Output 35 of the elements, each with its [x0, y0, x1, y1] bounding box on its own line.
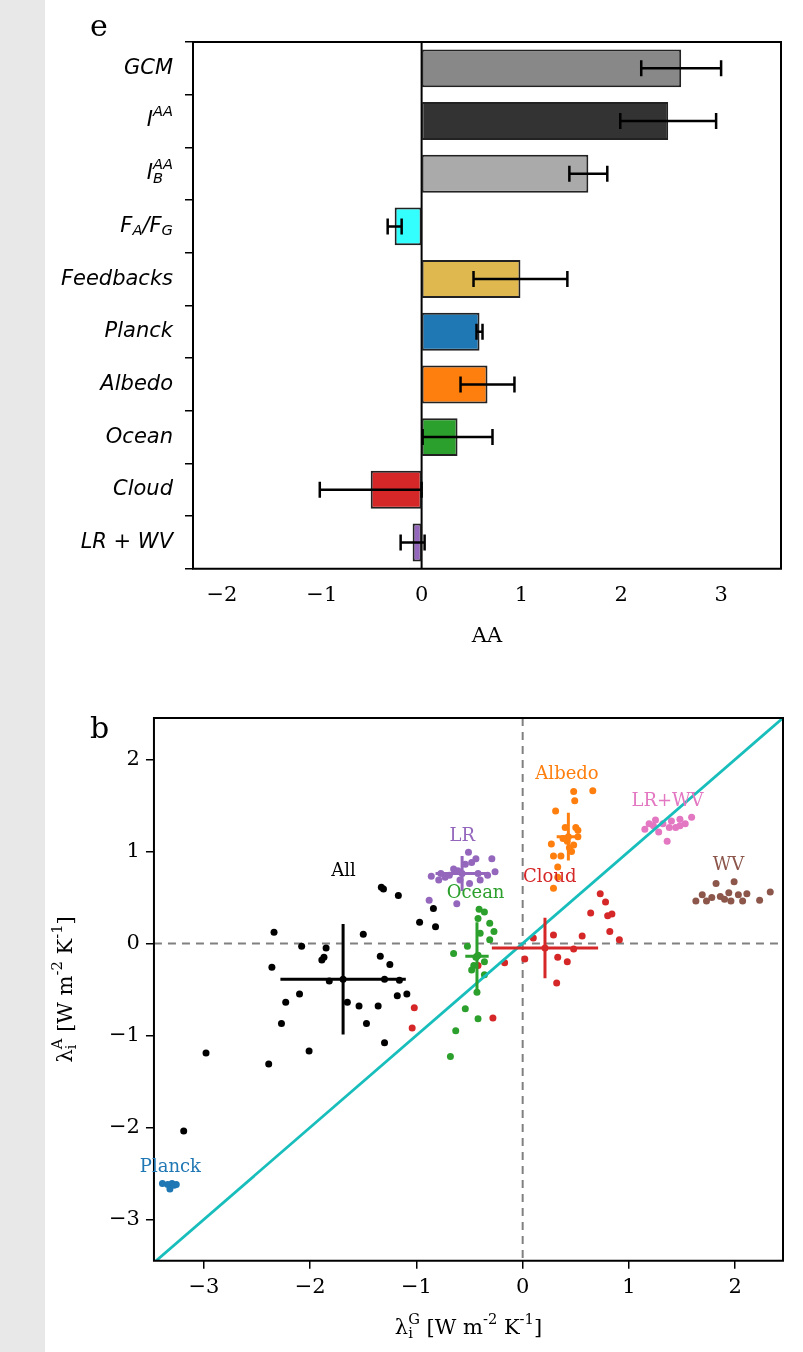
chart-title: b [90, 709, 110, 745]
y-tick-label: LR + WV [80, 528, 175, 553]
x-axis-title: AA [470, 623, 503, 648]
y-tick-label: −1 [108, 1021, 140, 1046]
x-tick-label: 3 [714, 581, 728, 606]
y-tick-label: 0 [126, 929, 140, 954]
x-tick-label: 2 [614, 581, 628, 606]
x-tick-label: −3 [188, 1273, 220, 1298]
x-tick-label: 0 [414, 581, 429, 606]
y-tick-label: Ocean [105, 423, 174, 448]
x-tick-label: 1 [622, 1273, 636, 1298]
series-label: LR [449, 823, 476, 845]
series-label: Cloud [523, 865, 577, 887]
y-tick-label: −3 [108, 1205, 140, 1230]
x-tick-label: −2 [206, 581, 238, 606]
chart-title: e [90, 7, 108, 43]
y-tick-label: 1 [126, 837, 140, 862]
y-tick-label: Albedo [98, 370, 174, 395]
y-tick-label: −2 [108, 1113, 140, 1138]
x-tick-label: −2 [294, 1273, 326, 1298]
series-label: Albedo [534, 762, 599, 784]
y-tick-label: Cloud [113, 476, 174, 501]
x-tick-label: 2 [728, 1273, 742, 1298]
series-label: Ocean [446, 881, 505, 903]
y-tick-label: GCM [123, 54, 174, 79]
y-axis-title: λiA [W m-2 K-1] [48, 916, 80, 1063]
x-tick-label: −1 [306, 581, 338, 606]
x-tick-label: 1 [514, 581, 529, 606]
x-tick-label: −1 [400, 1273, 432, 1298]
x-tick-label: 0 [515, 1273, 530, 1298]
y-tick-label: 2 [126, 745, 140, 770]
series-label: All [330, 858, 356, 880]
y-tick-label: Feedbacks [60, 265, 174, 290]
y-tick-label: Planck [104, 318, 174, 343]
series-label: WV [712, 853, 746, 875]
